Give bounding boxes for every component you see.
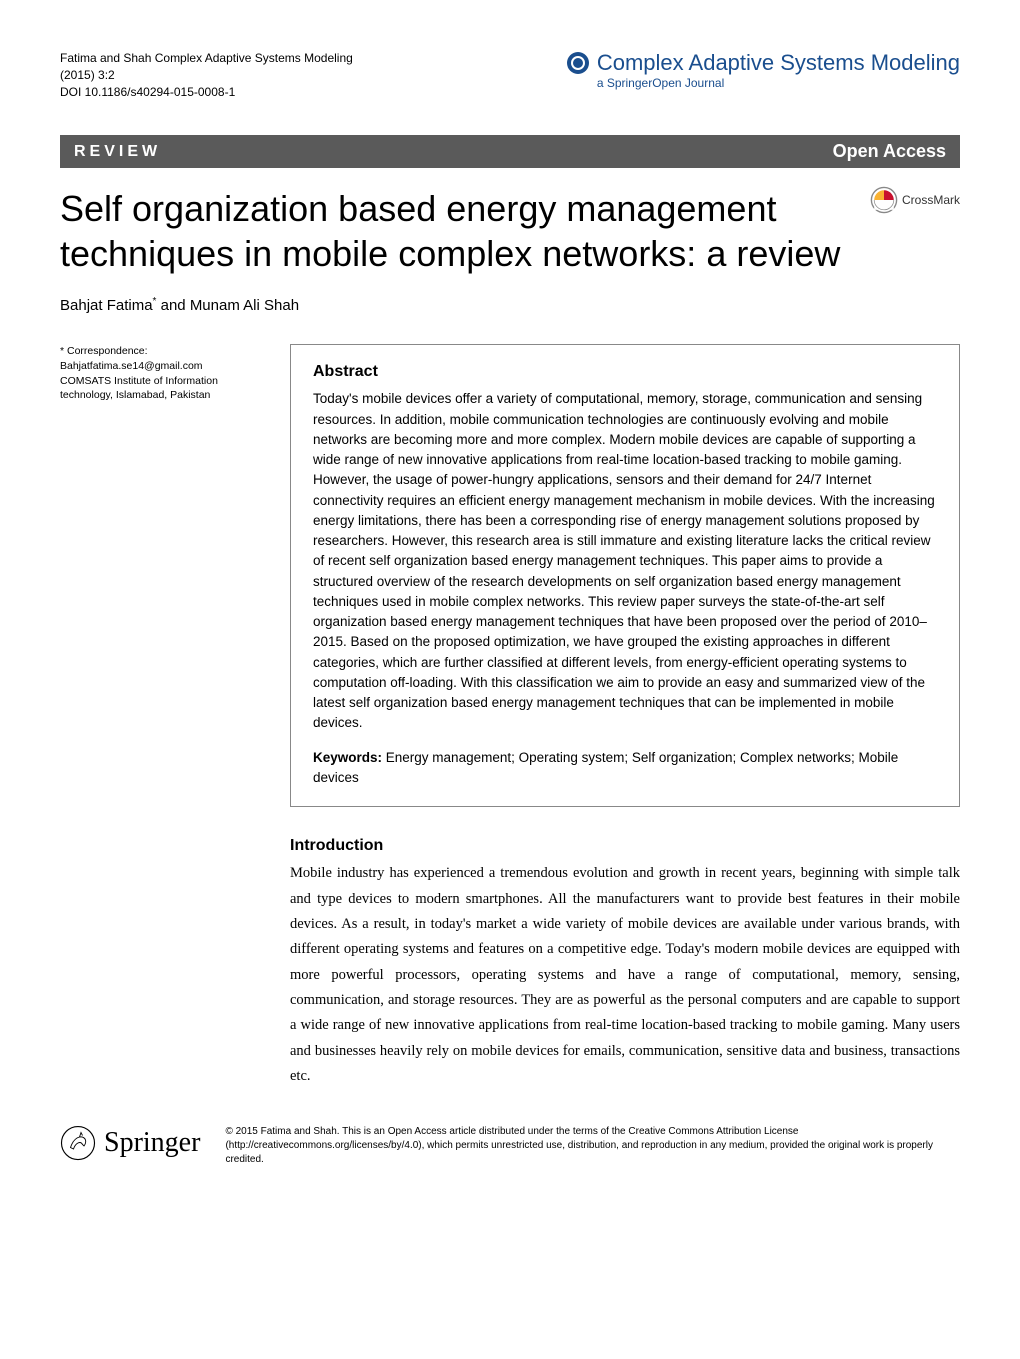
springer-logo: Springer: [60, 1125, 200, 1161]
introduction-text: Mobile industry has experienced a tremen…: [290, 861, 960, 1089]
springer-horse-icon: [60, 1125, 96, 1161]
main-column: Abstract Today's mobile devices offer a …: [290, 344, 960, 1089]
affiliation-line: technology, Islamabad, Pakistan: [60, 388, 270, 403]
crossmark-icon: [870, 186, 898, 214]
affiliation-line: COMSATS Institute of Information: [60, 374, 270, 389]
page-container: Fatima and Shah Complex Adaptive Systems…: [0, 0, 1020, 1207]
correspondence-column: * Correspondence: Bahjatfatima.se14@gmai…: [60, 344, 270, 1089]
authors-text: Bahjat Fatima* and Munam Ali Shah: [60, 297, 299, 314]
keywords-block: Keywords: Energy management; Operating s…: [313, 748, 937, 789]
citation-line: (2015) 3:2: [60, 67, 353, 84]
abstract-box: Abstract Today's mobile devices offer a …: [290, 344, 960, 807]
springer-label: Springer: [104, 1127, 200, 1159]
crossmark-label: CrossMark: [902, 193, 960, 207]
article-title: Self organization based energy managemen…: [60, 186, 870, 276]
crossmark-badge[interactable]: CrossMark: [870, 186, 960, 214]
license-text: © 2015 Fatima and Shah. This is an Open …: [225, 1125, 960, 1167]
correspondence-label: * Correspondence:: [60, 344, 270, 359]
abstract-text: Today's mobile devices offer a variety o…: [313, 389, 937, 733]
journal-title: Complex Adaptive Systems Modeling: [567, 50, 960, 76]
citation-line: DOI 10.1186/s40294-015-0008-1: [60, 84, 353, 101]
review-label: REVIEW: [74, 143, 161, 161]
journal-subtitle: a SpringerOpen Journal: [597, 76, 960, 90]
citation-block: Fatima and Shah Complex Adaptive Systems…: [60, 50, 353, 100]
introduction-heading: Introduction: [290, 837, 960, 855]
journal-brand: Complex Adaptive Systems Modeling a Spri…: [567, 50, 960, 90]
citation-line: Fatima and Shah Complex Adaptive Systems…: [60, 50, 353, 67]
review-bar: REVIEW Open Access: [60, 135, 960, 168]
authors-line: Bahjat Fatima* and Munam Ali Shah: [60, 296, 960, 314]
correspondence-email: Bahjatfatima.se14@gmail.com: [60, 359, 270, 374]
title-row: Self organization based energy managemen…: [60, 186, 960, 276]
header-row: Fatima and Shah Complex Adaptive Systems…: [60, 50, 960, 100]
journal-logo-icon: [567, 52, 589, 74]
abstract-heading: Abstract: [313, 363, 937, 381]
footer-row: Springer © 2015 Fatima and Shah. This is…: [60, 1125, 960, 1167]
two-column-layout: * Correspondence: Bahjatfatima.se14@gmai…: [60, 344, 960, 1089]
open-access-label: Open Access: [833, 141, 946, 162]
keywords-label: Keywords:: [313, 750, 382, 765]
keywords-text: Energy management; Operating system; Sel…: [313, 750, 898, 785]
journal-title-text: Complex Adaptive Systems Modeling: [597, 50, 960, 76]
